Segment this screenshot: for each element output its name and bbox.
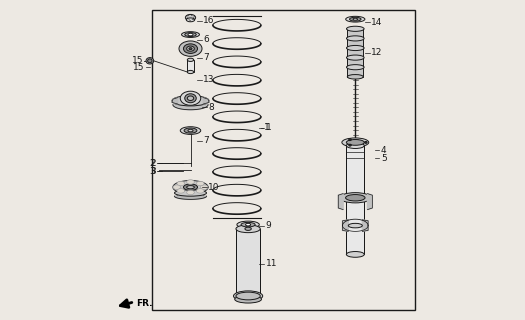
Ellipse shape [196,181,204,186]
Text: 6: 6 [203,36,209,44]
Polygon shape [203,98,209,104]
Ellipse shape [180,91,201,105]
Ellipse shape [177,192,204,198]
Ellipse shape [346,65,364,70]
Bar [348,67,363,77]
Ellipse shape [237,221,259,228]
Text: 14: 14 [371,18,383,27]
Text: 15: 15 [133,63,144,72]
Ellipse shape [236,292,260,300]
Ellipse shape [187,186,194,189]
Ellipse shape [187,96,194,100]
Ellipse shape [234,291,262,301]
Text: 7: 7 [203,136,209,145]
Text: 3: 3 [151,167,156,176]
Ellipse shape [346,45,364,51]
Ellipse shape [342,138,369,147]
Ellipse shape [348,223,362,228]
Ellipse shape [201,185,208,189]
Ellipse shape [241,222,255,227]
Ellipse shape [187,190,194,195]
Text: 2: 2 [150,159,155,168]
Ellipse shape [196,189,204,193]
Ellipse shape [179,41,202,56]
Text: 2: 2 [151,159,156,168]
Text: 7: 7 [203,53,209,62]
Ellipse shape [235,295,261,303]
Text: 1: 1 [266,124,271,132]
Text: 16: 16 [203,16,215,25]
Text: 8: 8 [208,103,214,112]
Ellipse shape [185,94,196,103]
Ellipse shape [349,139,351,140]
Text: 12: 12 [371,48,383,57]
Ellipse shape [182,32,200,37]
Polygon shape [173,180,208,194]
Ellipse shape [353,18,358,20]
Ellipse shape [345,16,365,22]
Polygon shape [368,194,372,210]
Ellipse shape [174,190,206,196]
Bar [348,29,363,38]
Ellipse shape [185,33,196,36]
Text: 15: 15 [132,56,143,65]
Ellipse shape [146,58,154,64]
Ellipse shape [187,46,194,51]
Ellipse shape [346,140,364,145]
Text: 10: 10 [208,183,219,192]
Ellipse shape [186,18,195,22]
Polygon shape [173,105,208,110]
Text: 9: 9 [266,221,271,230]
Polygon shape [172,98,177,104]
Bar [236,229,260,296]
Polygon shape [342,220,348,231]
Ellipse shape [177,181,185,186]
Ellipse shape [236,225,260,233]
Ellipse shape [188,129,193,132]
Bar [187,60,194,72]
Ellipse shape [188,33,193,36]
Text: 3: 3 [150,167,155,176]
Ellipse shape [173,185,181,189]
Polygon shape [174,196,206,199]
Ellipse shape [349,144,351,146]
Text: 13: 13 [203,76,215,84]
Text: 1: 1 [264,124,270,132]
Ellipse shape [172,96,209,106]
Polygon shape [338,194,343,210]
Ellipse shape [177,189,185,193]
Ellipse shape [183,184,197,190]
Ellipse shape [189,48,192,50]
Ellipse shape [185,14,196,21]
Text: 5: 5 [381,154,386,163]
Bar [348,58,363,67]
Ellipse shape [180,127,201,134]
Bar [346,146,364,254]
Ellipse shape [245,227,251,230]
Ellipse shape [346,36,364,41]
Ellipse shape [187,70,194,74]
Ellipse shape [340,193,371,203]
Ellipse shape [346,143,364,148]
Ellipse shape [346,55,364,60]
Ellipse shape [187,180,194,184]
Ellipse shape [148,59,152,63]
Polygon shape [362,220,368,231]
Text: 4: 4 [381,146,386,155]
Ellipse shape [345,195,365,201]
Ellipse shape [346,252,364,257]
Text: 11: 11 [266,260,277,268]
Bar [348,38,363,48]
Ellipse shape [348,75,363,79]
Ellipse shape [246,223,250,226]
Bar [152,10,415,310]
Ellipse shape [183,44,197,53]
Ellipse shape [350,17,361,21]
Ellipse shape [364,141,367,143]
Ellipse shape [346,26,364,31]
Bar [348,48,363,58]
Ellipse shape [184,128,197,133]
Text: FR.: FR. [136,299,153,308]
Ellipse shape [187,58,194,61]
